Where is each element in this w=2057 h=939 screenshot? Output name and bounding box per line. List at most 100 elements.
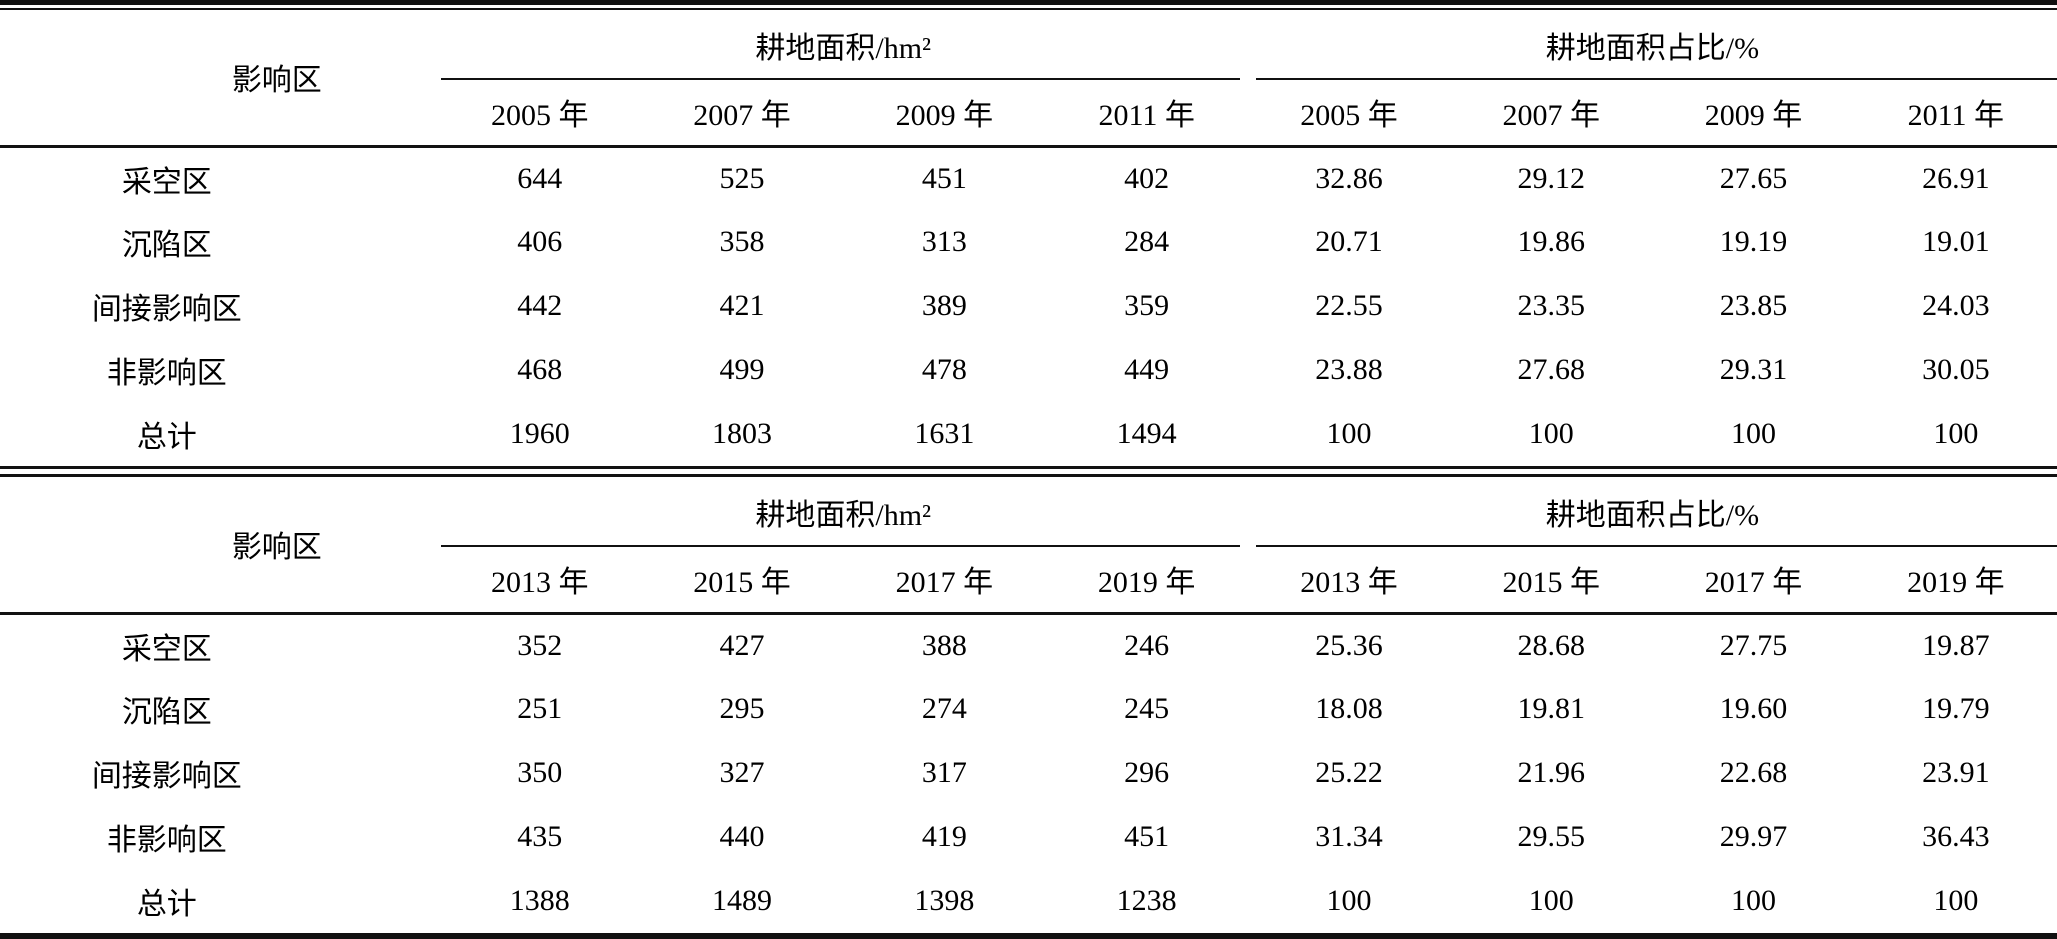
pct-value-cell: 29.97 bbox=[1719, 820, 1788, 853]
area-value-cell: 1388 bbox=[509, 884, 570, 917]
zone-label-cell: 沉陷区 bbox=[121, 229, 212, 262]
pct-value-cell: 100 bbox=[1731, 884, 1776, 917]
impact-zone-table-2013-2019: 影响区 耕地面积/hm² 耕地面积占比/% 2013 年 2015 年 2017… bbox=[0, 477, 2057, 933]
table-body-2005-2011: 采空区 644 525 451 402 32.86 29.12 27.65 26… bbox=[0, 146, 2057, 466]
pct-value-cell: 28.68 bbox=[1517, 628, 1585, 662]
pct-value-cell: 25.36 bbox=[1315, 628, 1383, 662]
zone-label-cell: 间接影响区 bbox=[91, 293, 242, 326]
table-row: 采空区 644 525 451 402 32.86 29.12 27.65 26… bbox=[0, 146, 2057, 210]
pct-value-cell: 19.81 bbox=[1517, 692, 1585, 725]
column-header-year: 2013 年 bbox=[438, 547, 641, 615]
separator-rule-lower bbox=[0, 474, 2057, 477]
column-header-year: 2007 年 bbox=[1450, 80, 1653, 148]
table-row: 总计 1960 1803 1631 1494 100 100 100 100 bbox=[0, 402, 2057, 466]
pct-value-cell: 18.08 bbox=[1315, 692, 1383, 725]
area-value-cell: 1960 bbox=[509, 417, 570, 450]
column-header-year: 2009 年 bbox=[843, 80, 1046, 148]
table-row: 间接影响区 442 421 389 359 22.55 23.35 23.85 … bbox=[0, 274, 2057, 338]
bottom-rule bbox=[0, 933, 2057, 939]
area-value-cell: 1803 bbox=[712, 417, 773, 450]
area-value-cell: 406 bbox=[517, 225, 563, 258]
row-header-zone: 影响区 bbox=[0, 477, 439, 615]
area-value-cell: 388 bbox=[921, 628, 967, 662]
table-row: 总计 1388 1489 1398 1238 100 100 100 100 bbox=[0, 869, 2057, 933]
area-value-cell: 451 bbox=[921, 161, 967, 195]
pct-value-cell: 26.91 bbox=[1922, 161, 1990, 195]
zone-label-cell: 采空区 bbox=[121, 165, 212, 199]
pct-value-cell: 21.96 bbox=[1517, 756, 1585, 789]
group-header-area: 耕地面积/hm² bbox=[439, 10, 1248, 80]
table-row: 沉陷区 406 358 313 284 20.71 19.86 19.19 19… bbox=[0, 210, 2057, 274]
area-value-cell: 251 bbox=[517, 692, 563, 725]
zone-label-cell: 采空区 bbox=[121, 632, 212, 666]
pct-value-cell: 19.19 bbox=[1719, 225, 1788, 258]
pct-value-cell: 20.71 bbox=[1315, 225, 1383, 258]
group-header-percentage: 耕地面积占比/% bbox=[1248, 10, 2057, 80]
group-header-area: 耕地面积/hm² bbox=[439, 477, 1248, 547]
pct-value-cell: 25.22 bbox=[1315, 756, 1383, 789]
area-value-cell: 389 bbox=[921, 289, 967, 322]
zone-label-cell: 间接影响区 bbox=[91, 760, 242, 793]
area-value-cell: 421 bbox=[719, 289, 765, 322]
area-value-cell: 274 bbox=[921, 692, 967, 725]
area-value-cell: 449 bbox=[1124, 353, 1170, 386]
column-header-year: 2011 年 bbox=[1854, 80, 2057, 148]
area-value-cell: 442 bbox=[517, 289, 563, 322]
area-value-cell: 1631 bbox=[914, 417, 975, 450]
area-value-cell: 1489 bbox=[712, 884, 773, 917]
area-value-cell: 327 bbox=[719, 756, 765, 789]
table-body-2013-2019: 采空区 352 427 388 246 25.36 28.68 27.75 19… bbox=[0, 613, 2057, 933]
pct-value-cell: 29.31 bbox=[1719, 353, 1788, 386]
pct-value-cell: 32.86 bbox=[1315, 161, 1383, 195]
top-rule-thick bbox=[0, 0, 2057, 5]
column-header-year: 2009 年 bbox=[1652, 80, 1855, 148]
column-header-year: 2007 年 bbox=[640, 80, 844, 148]
year-header-row: 2005 年 2007 年 2009 年 2011 年 2005 年 2007 … bbox=[0, 80, 2057, 148]
table-row: 间接影响区 350 327 317 296 25.22 21.96 22.68 … bbox=[0, 741, 2057, 805]
area-value-cell: 358 bbox=[719, 225, 765, 258]
area-value-cell: 440 bbox=[719, 820, 765, 853]
pct-value-cell: 36.43 bbox=[1922, 820, 1990, 853]
column-header-year: 2011 年 bbox=[1045, 80, 1248, 148]
pct-value-cell: 22.55 bbox=[1315, 289, 1383, 322]
area-value-cell: 359 bbox=[1124, 289, 1170, 322]
pct-value-cell: 100 bbox=[1528, 884, 1574, 917]
area-value-cell: 499 bbox=[719, 353, 765, 386]
top-rule-thin bbox=[0, 8, 2057, 10]
area-value-cell: 644 bbox=[517, 161, 563, 195]
column-header-year: 2017 年 bbox=[843, 547, 1046, 615]
group-header-row: 影响区 耕地面积/hm² 耕地面积占比/% bbox=[0, 477, 2057, 615]
pct-value-cell: 100 bbox=[1933, 417, 1979, 450]
pct-value-cell: 27.65 bbox=[1719, 161, 1788, 195]
pct-value-cell: 100 bbox=[1731, 417, 1776, 450]
area-value-cell: 435 bbox=[517, 820, 563, 853]
area-value-cell: 352 bbox=[517, 628, 563, 662]
zone-label-cell: 总计 bbox=[136, 421, 197, 454]
pct-value-cell: 27.68 bbox=[1517, 353, 1585, 386]
zone-label-cell: 非影响区 bbox=[106, 824, 227, 857]
pct-value-cell: 19.79 bbox=[1922, 692, 1990, 725]
pct-value-cell: 24.03 bbox=[1922, 289, 1990, 322]
area-value-cell: 295 bbox=[719, 692, 765, 725]
area-value-cell: 468 bbox=[517, 353, 563, 386]
area-value-cell: 246 bbox=[1124, 628, 1170, 662]
zone-label-cell: 非影响区 bbox=[106, 357, 227, 390]
group-header-percentage: 耕地面积占比/% bbox=[1248, 477, 2057, 547]
zone-label-cell: 总计 bbox=[136, 888, 197, 921]
area-value-cell: 427 bbox=[719, 628, 765, 662]
pct-value-cell: 23.85 bbox=[1719, 289, 1788, 322]
column-header-year: 2019 年 bbox=[1854, 547, 2057, 615]
area-value-cell: 419 bbox=[921, 820, 967, 853]
pct-value-cell: 100 bbox=[1326, 417, 1372, 450]
area-value-cell: 402 bbox=[1124, 161, 1170, 195]
column-header-year: 2013 年 bbox=[1247, 547, 1451, 615]
pct-value-cell: 22.68 bbox=[1719, 756, 1788, 789]
column-header-year: 2017 年 bbox=[1652, 547, 1855, 615]
zone-label-cell: 沉陷区 bbox=[121, 696, 212, 729]
area-value-cell: 525 bbox=[719, 161, 765, 195]
column-header-year: 2005 年 bbox=[1247, 80, 1451, 148]
impact-zone-table-2005-2011: 影响区 耕地面积/hm² 耕地面积占比/% 2005 年 2007 年 2009… bbox=[0, 10, 2057, 466]
area-value-cell: 1494 bbox=[1116, 417, 1177, 450]
area-value-cell: 313 bbox=[921, 225, 967, 258]
pct-value-cell: 30.05 bbox=[1922, 353, 1990, 386]
